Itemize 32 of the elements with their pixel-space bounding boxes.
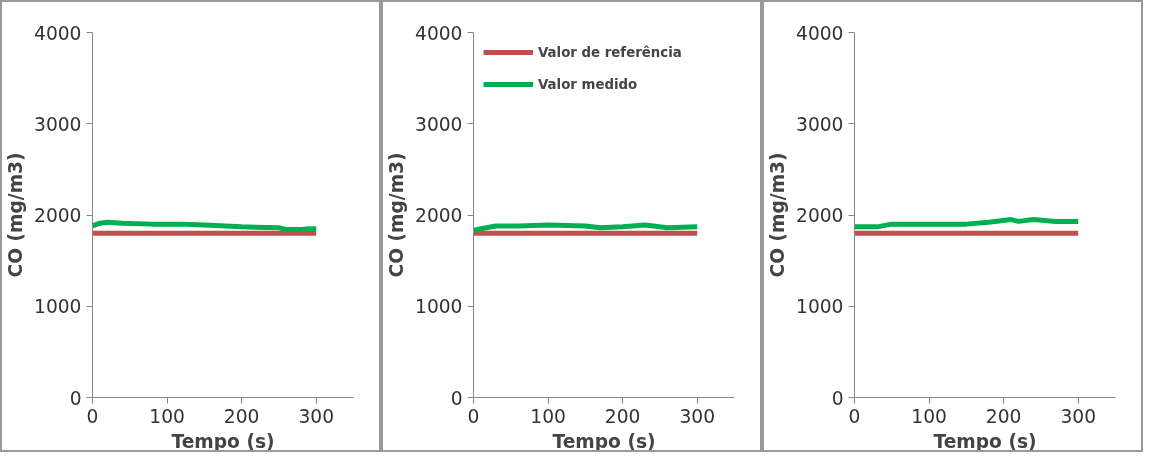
y-tick-label: 4000 (34, 22, 82, 44)
x-tick-label: 100 (911, 405, 947, 427)
x-tick-label: 100 (530, 405, 566, 427)
x-tick-label: 100 (149, 405, 185, 427)
y-tick-label: 3000 (34, 113, 82, 135)
x-tick-label: 300 (298, 405, 335, 427)
y-tick-label: 2000 (34, 205, 82, 226)
x-tick-label: 200 (604, 405, 641, 427)
y-tick-label: 1000 (796, 296, 844, 318)
x-tick-label: 200 (985, 405, 1022, 427)
y-axis-title: CO (mg/m3) (386, 152, 408, 278)
y-tick-label: 3000 (415, 113, 463, 135)
y-tick-label: 3000 (796, 113, 844, 135)
x-tick-label: 200 (223, 405, 260, 427)
x-tick-label: 300 (679, 405, 716, 427)
y-tick-label: 0 (831, 387, 844, 409)
y-tick-label: 0 (69, 387, 82, 409)
y-tick-label: 4000 (415, 22, 463, 44)
y-tick-label: 2000 (415, 205, 463, 226)
x-tick-label: 0 (467, 405, 480, 427)
x-tick-label: 300 (1060, 405, 1097, 427)
y-tick-label: 0 (450, 387, 463, 409)
y-axis-title: CO (mg/m3) (5, 152, 27, 278)
legend-label: Valor de referência (538, 44, 682, 60)
x-tick-label: 0 (86, 405, 99, 427)
legend-label: Valor medido (538, 76, 638, 92)
y-axis-title: CO (mg/m3) (767, 152, 789, 278)
x-tick-label: 0 (848, 405, 861, 427)
y-tick-label: 2000 (796, 205, 844, 226)
y-tick-label: 4000 (796, 22, 844, 44)
y-tick-label: 1000 (34, 296, 82, 318)
y-tick-label: 1000 (415, 296, 463, 318)
